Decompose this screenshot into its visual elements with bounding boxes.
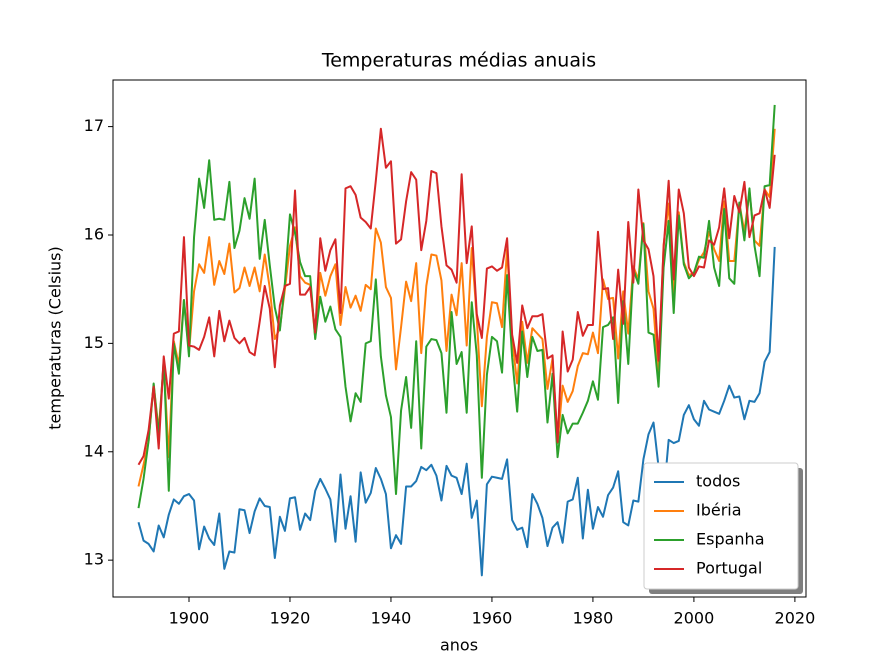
chart-title: Temperaturas médias anuais [321,50,596,72]
x-tick-label: 2000 [674,609,715,628]
legend [643,462,799,590]
legend-label: todos [696,472,740,491]
line-series [137,128,776,487]
legend-label: Ibéria [696,501,742,520]
y-tick-label: 15 [84,333,104,352]
y-tick-label: 16 [84,224,104,243]
y-axis-label: temperaturas (Celsius) [46,246,65,430]
x-tick-label: 2020 [775,609,816,628]
y-tick-label: 17 [84,116,104,135]
y-tick-label: 13 [84,550,104,569]
y-tick-label: 14 [84,441,104,460]
line-series [137,246,776,577]
x-tick-label: 1940 [371,609,412,628]
line-series [137,104,776,509]
legend-label: Portugal [696,559,762,578]
x-axis-label: anos [440,636,478,655]
x-tick-label: 1980 [573,609,614,628]
plot-frame [112,79,807,598]
x-tick-label: 1900 [169,609,210,628]
x-tick-label: 1960 [472,609,513,628]
line-series [137,127,776,466]
legend-label: Espanha [696,530,765,549]
x-tick-label: 1920 [270,609,311,628]
